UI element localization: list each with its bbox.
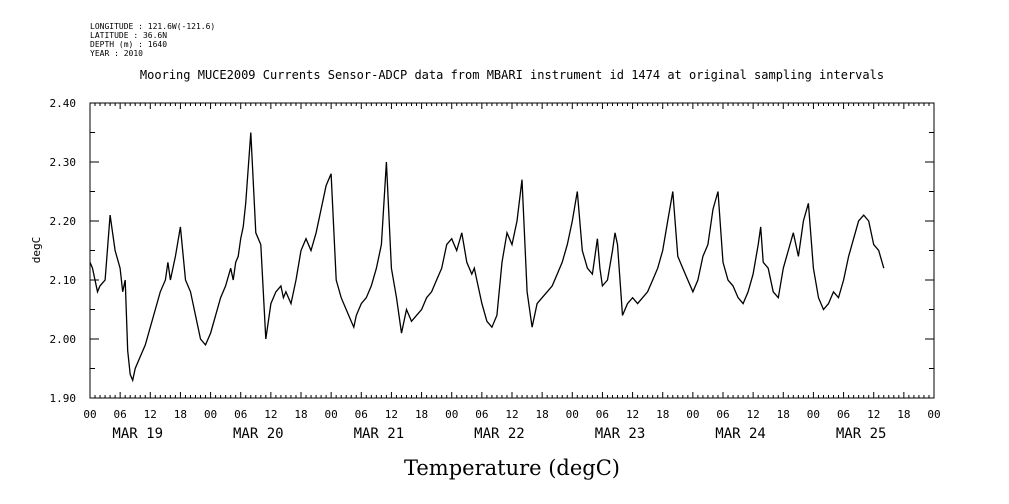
- metadata-block: LONGITUDE : 121.6W(-121.6) LATITUDE : 36…: [90, 22, 215, 58]
- date-label: MAR 25: [836, 426, 887, 442]
- chart-title: Mooring MUCE2009 Currents Sensor-ADCP da…: [139, 68, 885, 82]
- x-tick-label: 06: [114, 408, 127, 421]
- x-tick-label: 06: [716, 408, 729, 421]
- x-tick-label: 00: [686, 408, 699, 421]
- date-label: MAR 24: [715, 426, 766, 442]
- x-tick-label: 18: [536, 408, 549, 421]
- year-text: YEAR : 2010: [90, 49, 143, 58]
- latitude-text: LATITUDE : 36.6N: [90, 31, 168, 40]
- x-tick-label: 18: [656, 408, 669, 421]
- longitude-text: LONGITUDE : 121.6W(-121.6): [90, 22, 216, 31]
- date-label: MAR 23: [595, 426, 646, 442]
- x-tick-label: 12: [747, 408, 760, 421]
- y-tick-label: 2.00: [50, 333, 77, 346]
- x-tick-label: 00: [807, 408, 820, 421]
- x-tick-labels: 00 06 12 18 00 06 12 18 00 06 12 18 00 06 12 18 00 06 12 18…: [83, 408, 940, 421]
- y-tick-label: 2.40: [50, 97, 77, 110]
- x-tick-label: 18: [174, 408, 187, 421]
- y-axis-label: degC: [30, 237, 43, 264]
- plot-frame: [89, 102, 935, 399]
- date-label: MAR 20: [233, 426, 284, 442]
- x-tick-label: 00: [927, 408, 940, 421]
- x-tick-label: 12: [505, 408, 518, 421]
- date-label: MAR 19: [112, 426, 163, 442]
- tick-marks: [89, 102, 935, 399]
- x-tick-label: 00: [566, 408, 579, 421]
- x-tick-label: 18: [897, 408, 910, 421]
- x-tick-label: 00: [325, 408, 338, 421]
- x-tick-label: 12: [867, 408, 880, 421]
- x-tick-label: 18: [415, 408, 428, 421]
- y-tick-label: 2.20: [50, 215, 77, 228]
- x-tick-label: 00: [83, 408, 96, 421]
- x-tick-label: 06: [837, 408, 850, 421]
- y-tick-label: 2.30: [50, 156, 77, 169]
- x-tick-label: 12: [385, 408, 398, 421]
- x-tick-label: 06: [355, 408, 368, 421]
- x-tick-label: 12: [264, 408, 277, 421]
- x-tick-label: 06: [475, 408, 488, 421]
- x-tick-label: 06: [596, 408, 609, 421]
- x-tick-label: 12: [144, 408, 157, 421]
- x-tick-label: 06: [234, 408, 247, 421]
- x-axis-label: Temperature (degC): [404, 456, 620, 480]
- date-labels: MAR 19 MAR 20 MAR 21 MAR 22 MAR 23 MAR 24 MAR …: [112, 426, 886, 442]
- y-tick-labels: 1.90 2.00 2.10 2.20 2.30 2.40: [50, 97, 77, 405]
- date-label: MAR 22: [474, 426, 525, 442]
- x-tick-label: 18: [777, 408, 790, 421]
- depth-text: DEPTH (m) : 1640: [90, 40, 168, 49]
- y-tick-label: 2.10: [50, 274, 77, 287]
- x-tick-label: 12: [626, 408, 639, 421]
- y-tick-label: 1.90: [50, 392, 77, 405]
- series-line: [89, 132, 885, 383]
- x-tick-label: 00: [445, 408, 458, 421]
- x-tick-label: 18: [294, 408, 307, 421]
- x-tick-label: 00: [204, 408, 217, 421]
- date-label: MAR 21: [354, 426, 405, 442]
